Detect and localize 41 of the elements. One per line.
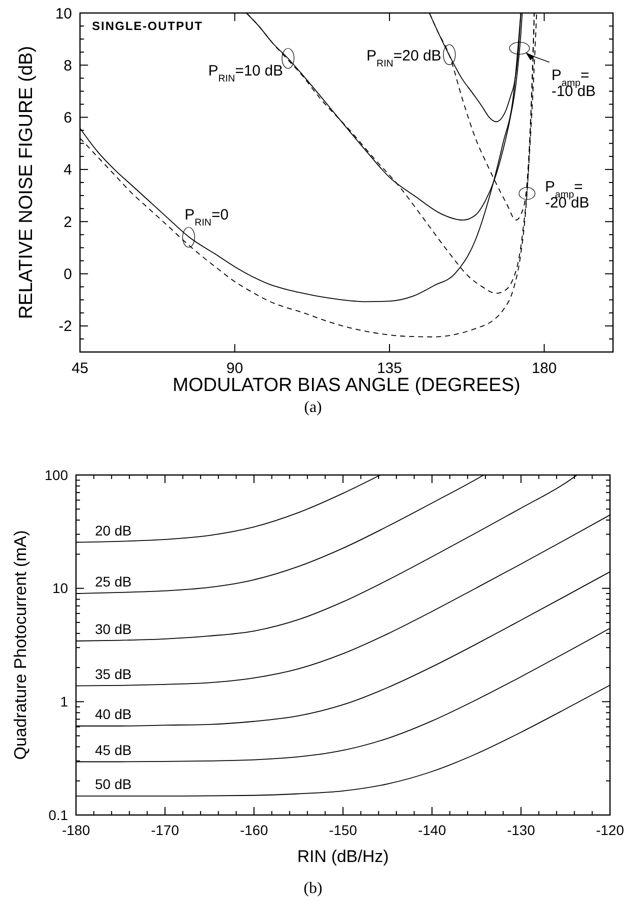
annotation: SINGLE-OUTPUT (92, 19, 203, 33)
annotation: P$_{RIN}$=20 dB (366, 48, 442, 70)
text: (b) (304, 880, 322, 897)
y-tick-label: 100 (44, 466, 68, 483)
x-tick-label: -130 (506, 822, 536, 838)
x-tick-label: 180 (532, 360, 557, 377)
series-label: 45 dB (95, 742, 132, 758)
y-tick-label: -2 (58, 318, 72, 336)
y-tick-label: 10 (55, 5, 72, 22)
text: (a) (304, 399, 322, 416)
x-tick-label: -150 (328, 822, 358, 838)
series-label: 20 dB (95, 522, 132, 538)
series-label: 35 dB (95, 666, 132, 682)
series-label: 40 dB (95, 706, 132, 722)
x-axis-title: MODULATOR BIAS ANGLE (DEGREES) (172, 375, 520, 396)
y-tick-label: 2 (64, 214, 72, 231)
y-tick-label: 10 (52, 580, 68, 596)
annotation: P$_{RIN}$=10 dB (208, 62, 284, 84)
x-tick-label: -140 (418, 822, 446, 838)
y-tick-label: 4 (64, 162, 72, 179)
series-label: 50 dB (95, 776, 132, 792)
x-tick-label: 135 (376, 360, 402, 377)
y-tick-label: 1 (60, 694, 68, 710)
y-tick-label: 8 (64, 57, 72, 74)
y-tick-label: 0.1 (48, 806, 68, 823)
annotation: P$_{amp}$= -20 dB (545, 178, 590, 212)
x-tick-label: -180 (62, 822, 90, 838)
x-tick-label: -120 (596, 822, 624, 838)
y-axis-title: Quadrature Photocurrent (mA) (11, 530, 30, 760)
x-tick-label: 90 (226, 360, 244, 377)
x-axis-title: RIN (dB/Hz) (297, 847, 389, 866)
y-tick-label: 0 (64, 266, 72, 284)
y-axis-title: RELATIVE NOISE FIGURE (dB) (16, 46, 37, 320)
series-label: 30 dB (95, 621, 132, 637)
annotation: P$_{amp}$= -10 dB (551, 67, 596, 100)
x-tick-label: -160 (240, 822, 268, 838)
x-tick-label: 45 (72, 360, 88, 377)
y-tick-label: 6 (64, 110, 72, 127)
annotation: P$_{RIN}$=0 (184, 206, 229, 228)
x-tick-label: -170 (150, 822, 180, 838)
series-label: 25 dB (95, 574, 132, 590)
